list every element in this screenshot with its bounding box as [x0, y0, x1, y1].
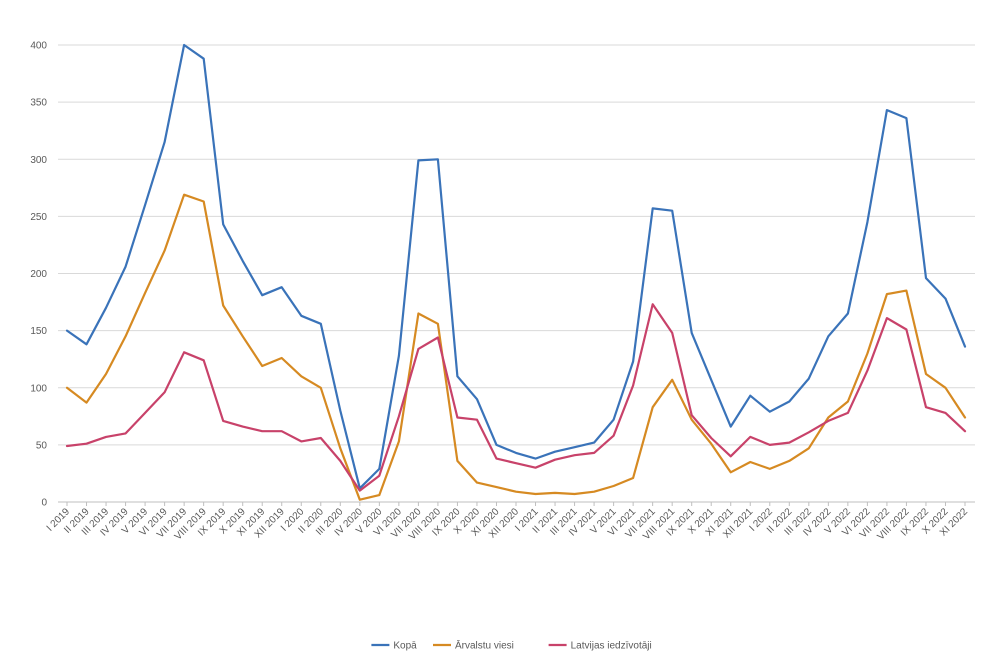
legend-item: Latvijas iedzīvotāji — [548, 641, 652, 652]
legend: Kopā Ārvalstu viesi Latvijas iedzīvotāji — [371, 640, 652, 652]
series-line-ārvalstu-viesi — [65, 193, 967, 501]
series-lines — [65, 43, 967, 501]
y-tick-label: 300 — [30, 155, 47, 166]
gridlines — [58, 44, 975, 503]
y-tick-label: 0 — [41, 498, 47, 509]
legend-item: Ārvalstu viesi — [433, 640, 514, 652]
y-tick-label: 250 — [30, 212, 47, 223]
y-tick-label: 350 — [30, 98, 47, 109]
series-line-kopā — [65, 43, 967, 490]
y-tick-label: 50 — [36, 440, 48, 451]
y-axis: 0 50 100 150 200 250 300 350 400 — [30, 41, 47, 509]
legend-item: Kopā — [371, 641, 417, 652]
y-tick-label: 150 — [30, 326, 47, 337]
legend-label: Latvijas iedzīvotāji — [571, 641, 652, 652]
y-tick-label: 400 — [30, 41, 47, 52]
y-tick-label: 100 — [30, 383, 47, 394]
y-tick-label: 200 — [30, 269, 47, 280]
legend-label: Kopā — [393, 641, 417, 652]
series-line-latvijas-iedzīvotāji — [65, 303, 967, 492]
legend-label: Ārvalstu viesi — [455, 640, 514, 652]
